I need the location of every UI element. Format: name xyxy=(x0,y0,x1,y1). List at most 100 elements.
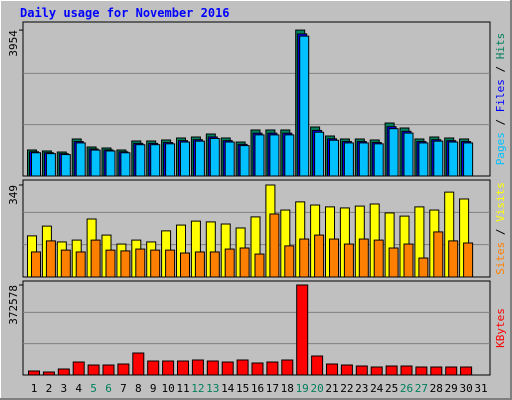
bar xyxy=(117,363,130,376)
x-tick-label: 6 xyxy=(105,382,112,395)
bar xyxy=(180,252,190,278)
chart-title: Daily usage for November 2016 xyxy=(20,6,230,20)
bar xyxy=(445,366,458,376)
x-tick-label: 8 xyxy=(135,382,142,395)
bar xyxy=(87,364,100,376)
x-tick-label: 13 xyxy=(206,382,219,395)
bar xyxy=(239,145,250,177)
x-tick-label: 11 xyxy=(176,382,189,395)
bar xyxy=(430,366,443,376)
bar xyxy=(135,248,146,278)
bar xyxy=(135,144,146,177)
y-tick-label: 3954 xyxy=(7,30,20,57)
bar xyxy=(162,360,175,376)
legend-entry: Hits xyxy=(494,33,507,60)
x-tick-label: 24 xyxy=(370,382,384,395)
bar xyxy=(284,134,295,177)
x-tick-label: 3 xyxy=(60,382,67,395)
legend-entry: Visits xyxy=(494,182,507,222)
x-tick-label: 2 xyxy=(46,382,53,395)
x-tick-label: 1 xyxy=(31,382,38,395)
bar xyxy=(209,251,220,278)
bar xyxy=(120,250,131,278)
bar xyxy=(224,141,235,177)
bar xyxy=(120,152,131,177)
bar xyxy=(418,142,429,177)
bar xyxy=(403,243,414,278)
bar xyxy=(194,251,205,278)
bar xyxy=(460,366,473,376)
bar xyxy=(403,132,414,177)
x-tick-label: 21 xyxy=(325,382,338,395)
bar xyxy=(72,361,85,376)
bar xyxy=(370,366,383,376)
x-tick-label: 20 xyxy=(310,382,323,395)
bar xyxy=(388,128,399,177)
bar xyxy=(448,141,459,177)
x-tick-label: 29 xyxy=(445,382,458,395)
bar xyxy=(57,368,70,376)
bar xyxy=(75,251,86,278)
bar xyxy=(132,352,145,376)
bar xyxy=(165,249,176,278)
bar xyxy=(311,355,324,376)
legend-entry: KBytes xyxy=(494,308,507,348)
bar xyxy=(284,245,295,278)
bar xyxy=(180,141,190,177)
x-tick-label: 19 xyxy=(296,382,309,395)
bar xyxy=(388,247,399,278)
bar xyxy=(373,143,384,177)
bar xyxy=(314,234,325,278)
bar xyxy=(343,142,354,177)
x-tick-label: 26 xyxy=(400,382,413,395)
bar xyxy=(448,240,459,278)
bar xyxy=(105,249,116,278)
legend-separator: / xyxy=(494,112,507,132)
x-tick-label: 16 xyxy=(251,382,264,395)
bar xyxy=(314,131,325,177)
x-tick-label: 28 xyxy=(430,382,443,395)
bar xyxy=(239,247,250,278)
bar xyxy=(194,140,205,177)
x-tick-label: 15 xyxy=(236,382,249,395)
x-tick-label: 14 xyxy=(221,382,235,395)
bar xyxy=(60,249,71,278)
bar xyxy=(236,359,249,376)
bar xyxy=(373,239,384,278)
bar xyxy=(340,364,353,376)
bar xyxy=(296,284,309,376)
bar xyxy=(90,239,101,278)
bar xyxy=(150,249,161,278)
legend: Pages / Files / Hits xyxy=(494,33,507,166)
bar xyxy=(251,362,264,376)
x-tick-label: 18 xyxy=(281,382,294,395)
x-tick-label: 31 xyxy=(474,382,487,395)
x-tick-label: 4 xyxy=(75,382,82,395)
bar xyxy=(329,139,339,177)
bar xyxy=(355,365,368,376)
bar xyxy=(60,154,71,177)
legend-entry: Files xyxy=(494,79,507,112)
x-tick-label: 7 xyxy=(120,382,127,395)
bar xyxy=(433,231,444,278)
bar xyxy=(358,142,369,177)
bar xyxy=(326,363,338,376)
bar xyxy=(31,251,41,278)
bar xyxy=(343,243,354,278)
bar xyxy=(90,149,101,177)
bar xyxy=(191,359,204,376)
bar xyxy=(299,238,310,278)
bar xyxy=(221,361,234,376)
x-tick-label: 5 xyxy=(90,382,97,395)
x-tick-label: 25 xyxy=(385,382,398,395)
x-tick-label: 17 xyxy=(266,382,279,395)
bar xyxy=(75,142,86,177)
bar xyxy=(105,150,116,177)
bar xyxy=(206,360,219,376)
x-tick-label: 10 xyxy=(161,382,174,395)
bar xyxy=(281,359,294,376)
bar xyxy=(329,238,339,278)
bar xyxy=(254,253,265,278)
legend: KBytes xyxy=(494,308,507,348)
